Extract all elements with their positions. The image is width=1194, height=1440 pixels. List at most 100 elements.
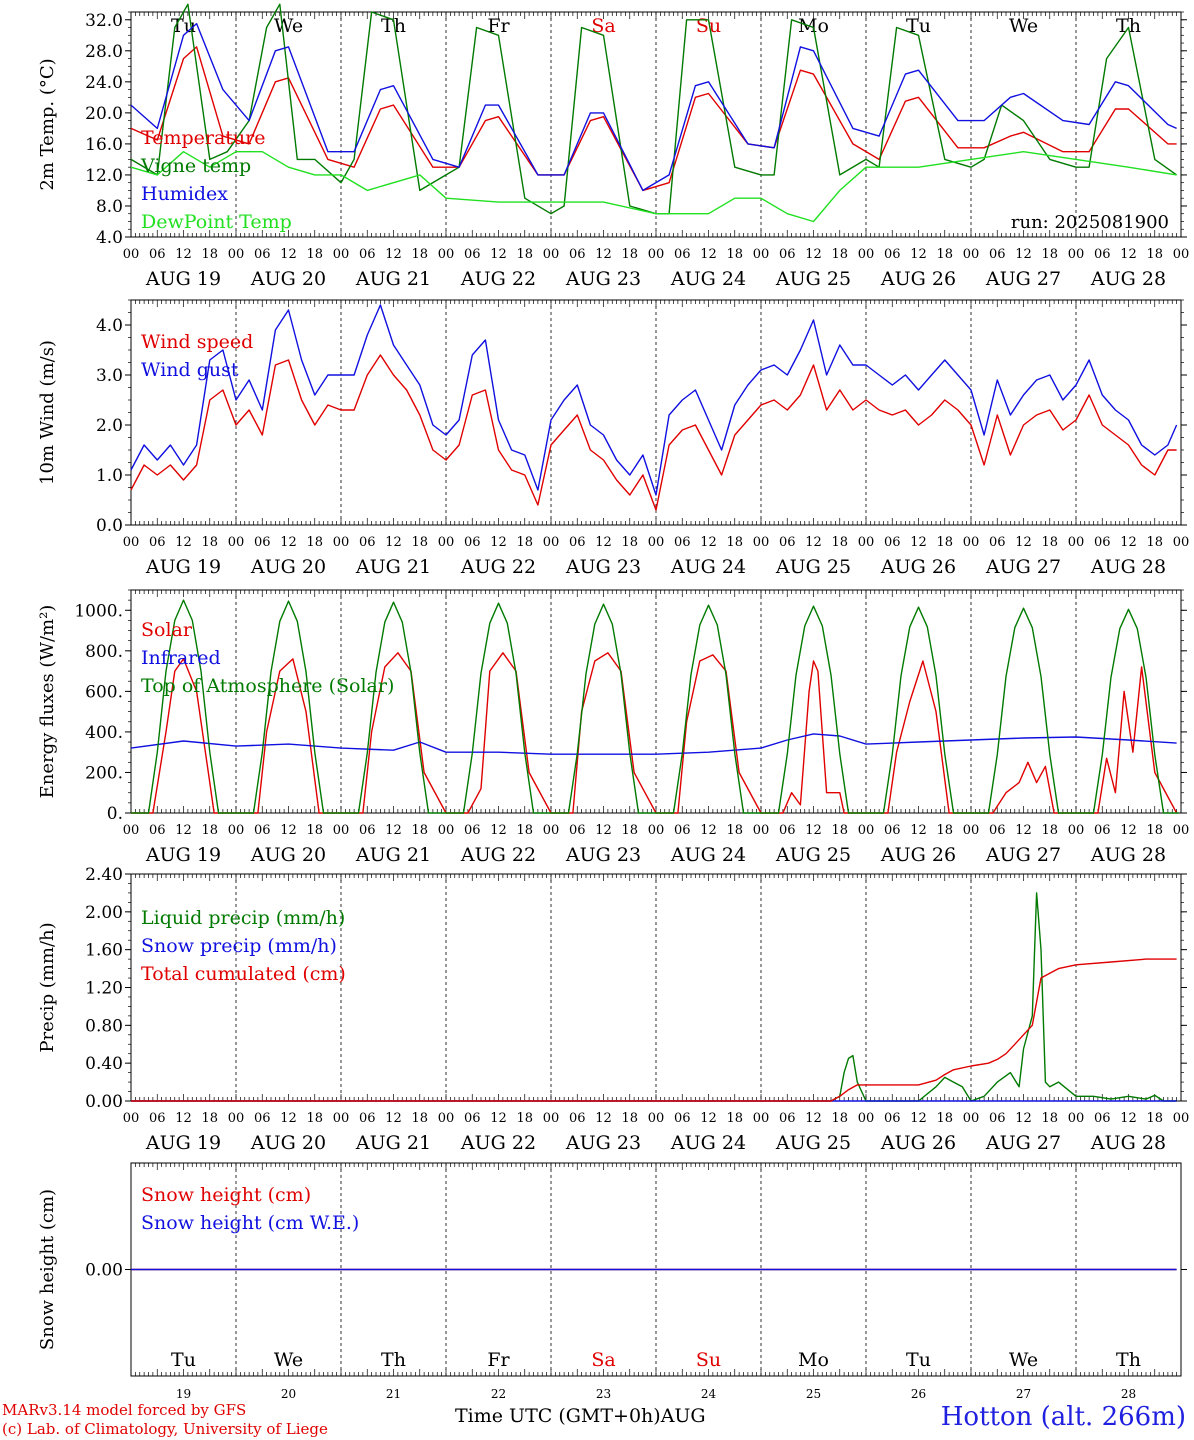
hour-tick-label: 06 — [674, 1111, 691, 1126]
date-label: AUG 26 — [880, 1132, 956, 1154]
hour-tick-label: 18 — [621, 1111, 638, 1126]
hour-tick-label: 12 — [175, 247, 192, 262]
day-number: 23 — [596, 1387, 611, 1400]
hour-tick-label: 06 — [254, 247, 271, 262]
panel-5: 0.00 Snow height (cm) Tu 19 We 20 Th 21 Fr 22 Sa 23… — [37, 1162, 1187, 1400]
hour-tick-label: 00 — [228, 247, 245, 262]
hour-tick-label: 18 — [621, 535, 638, 550]
day-name: Mo — [798, 15, 829, 37]
legend-entry: Snow precip (mm/h) — [141, 935, 337, 957]
day-name: We — [274, 15, 303, 37]
y-tick-label: 4.0 — [96, 316, 123, 336]
legend-entry: Solar — [141, 619, 193, 641]
y-tick-label: 0.40 — [85, 1054, 123, 1074]
hour-tick-label: 18 — [516, 823, 533, 838]
day-name: Fr — [487, 1349, 510, 1371]
panel-3: 0. 200. 400. 600. 800. 1000. Energy fluxes (W/… — [37, 589, 1189, 866]
hour-tick-label: 00 — [543, 1111, 560, 1126]
day-name: Fr — [487, 15, 510, 37]
hour-tick-label: 12 — [385, 247, 402, 262]
legend-entry: Snow height (cm W.E.) — [141, 1212, 359, 1234]
hour-tick-label: 12 — [1120, 535, 1137, 550]
date-label: AUG 26 — [880, 268, 956, 290]
hour-tick-label: 06 — [254, 1111, 271, 1126]
date-label: AUG 27 — [985, 1132, 1061, 1154]
day-name: Th — [381, 15, 406, 37]
hour-tick-label: 12 — [1015, 535, 1032, 550]
hour-tick-label: 18 — [411, 1111, 428, 1126]
date-label: AUG 24 — [670, 556, 746, 578]
hour-tick-label: 12 — [805, 247, 822, 262]
hour-tick-label: 12 — [700, 535, 717, 550]
hour-tick-label: 00 — [963, 1111, 980, 1126]
hour-tick-label: 18 — [1146, 1111, 1163, 1126]
hour-tick-label: 12 — [595, 247, 612, 262]
hour-tick-label: 00 — [753, 1111, 770, 1126]
hour-tick-label: 18 — [1146, 535, 1163, 550]
y-tick-label: 1.20 — [85, 979, 123, 999]
hour-tick-label: 18 — [306, 1111, 323, 1126]
run-label: run: 2025081900 — [1011, 212, 1169, 233]
hour-tick-label: 12 — [805, 1111, 822, 1126]
hour-tick-label: 00 — [1173, 535, 1190, 550]
hour-tick-label: 06 — [884, 247, 901, 262]
date-label: AUG 19 — [145, 268, 221, 290]
legend-entry: Total cumulated (cm) — [141, 963, 346, 985]
hour-tick-label: 00 — [648, 823, 665, 838]
plot-frame — [130, 11, 1182, 238]
y-tick-label: 2.40 — [85, 865, 123, 885]
hour-tick-label: 06 — [464, 535, 481, 550]
hour-tick-label: 06 — [359, 535, 376, 550]
hour-tick-label: 18 — [411, 823, 428, 838]
date-label: AUG 27 — [985, 844, 1061, 866]
date-label: AUG 20 — [250, 1132, 326, 1154]
date-label: AUG 19 — [145, 844, 221, 866]
hour-tick-label: 06 — [254, 535, 271, 550]
date-label: AUG 25 — [775, 1132, 851, 1154]
date-label: AUG 28 — [1090, 556, 1166, 578]
y-axis-label: Energy fluxes (W/m²) — [37, 605, 58, 799]
hour-tick-label: 06 — [1094, 247, 1111, 262]
hour-tick-label: 12 — [1120, 823, 1137, 838]
hour-tick-label: 00 — [543, 247, 560, 262]
hour-tick-label: 06 — [359, 1111, 376, 1126]
series-vigne-temp — [130, 3, 1178, 215]
hour-tick-label: 06 — [569, 823, 586, 838]
y-axis-label: 2m Temp. (°C) — [37, 58, 58, 190]
hour-tick-label: 06 — [149, 823, 166, 838]
hour-tick-label: 18 — [831, 535, 848, 550]
hour-tick-label: 00 — [858, 247, 875, 262]
hour-tick-label: 06 — [149, 1111, 166, 1126]
hour-tick-label: 06 — [989, 1111, 1006, 1126]
day-number: 24 — [701, 1387, 717, 1400]
hour-tick-label: 00 — [333, 247, 350, 262]
hour-tick-label: 12 — [175, 535, 192, 550]
plot-frame — [130, 589, 1182, 814]
hour-tick-label: 18 — [516, 535, 533, 550]
hour-tick-label: 00 — [753, 823, 770, 838]
hour-tick-label: 12 — [1120, 1111, 1137, 1126]
hour-tick-label: 18 — [306, 247, 323, 262]
series-top-of-atmosphere-solar- — [131, 599, 1179, 814]
hour-tick-label: 06 — [674, 535, 691, 550]
day-name: Tu — [906, 15, 931, 37]
y-axis-label: 10m Wind (m/s) — [37, 340, 58, 485]
hour-tick-label: 12 — [910, 823, 927, 838]
hour-tick-label: 06 — [674, 247, 691, 262]
date-label: AUG 27 — [985, 268, 1061, 290]
day-name: Su — [696, 1349, 721, 1371]
hour-tick-label: 00 — [1068, 535, 1085, 550]
y-tick-label: 400. — [85, 723, 123, 743]
hour-tick-label: 06 — [674, 823, 691, 838]
hour-tick-label: 12 — [490, 823, 507, 838]
y-tick-label: 2.00 — [85, 903, 123, 923]
hour-tick-label: 12 — [805, 535, 822, 550]
y-tick-label: 3.0 — [96, 366, 123, 386]
date-label: AUG 20 — [250, 844, 326, 866]
y-tick-label: 2.0 — [96, 416, 123, 436]
hour-tick-label: 18 — [306, 823, 323, 838]
date-label: AUG 23 — [565, 556, 641, 578]
series-total-cumulated-cm- — [131, 958, 1177, 1102]
hour-tick-label: 18 — [726, 535, 743, 550]
date-label: AUG 23 — [565, 1132, 641, 1154]
